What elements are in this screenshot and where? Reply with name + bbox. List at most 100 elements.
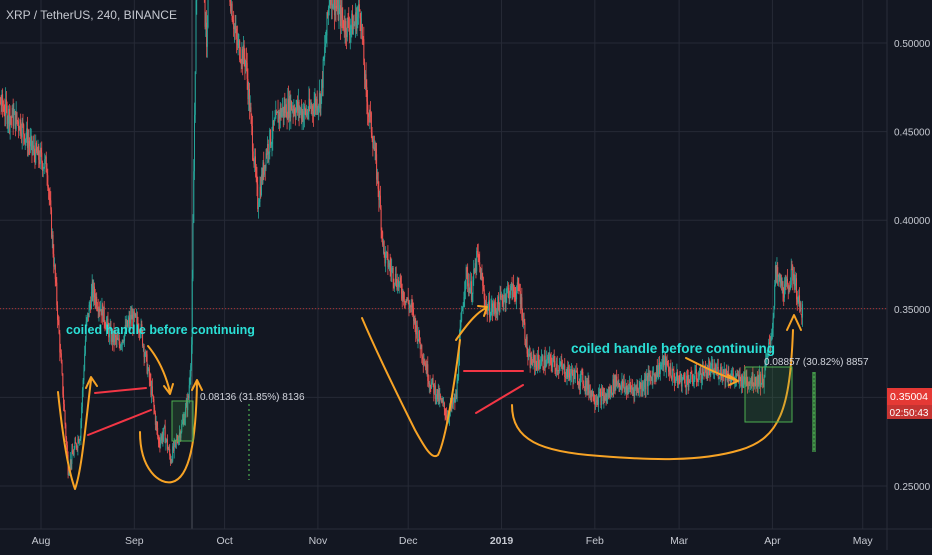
candle-body bbox=[628, 389, 629, 393]
price-tick-label: 0.50000 bbox=[894, 39, 931, 50]
candle-body bbox=[167, 439, 168, 449]
candle-body bbox=[393, 282, 394, 283]
candle-body bbox=[484, 289, 485, 298]
candle-body bbox=[36, 143, 37, 151]
candle-body bbox=[153, 399, 154, 407]
candle-body bbox=[569, 365, 570, 373]
candle-body bbox=[44, 167, 45, 168]
candle-body bbox=[250, 107, 251, 115]
price-tick-label: 0.35000 bbox=[894, 305, 931, 316]
time-tick-label: Oct bbox=[216, 535, 232, 547]
price-tick-label: 0.40000 bbox=[894, 216, 931, 227]
candle-body bbox=[347, 18, 348, 37]
candle-body bbox=[258, 206, 259, 209]
candle-body bbox=[251, 116, 252, 126]
candle-body bbox=[309, 99, 310, 108]
countdown-label: 02:50:43 bbox=[887, 405, 932, 419]
candle-body bbox=[583, 384, 584, 386]
candle-body bbox=[53, 235, 54, 254]
candle-body bbox=[699, 374, 700, 377]
candle-body bbox=[246, 61, 247, 63]
candle-body bbox=[561, 362, 562, 365]
candle-body bbox=[163, 428, 164, 436]
candle-body bbox=[399, 282, 400, 286]
candle-body bbox=[668, 366, 669, 371]
candle-body bbox=[634, 387, 635, 396]
candle-body bbox=[269, 152, 270, 154]
candle-body bbox=[463, 297, 464, 306]
candle-body bbox=[639, 387, 640, 393]
candle-body bbox=[324, 47, 325, 57]
candle-body bbox=[165, 440, 166, 443]
candle-body bbox=[478, 251, 479, 254]
candle-body bbox=[4, 108, 5, 114]
candle-body bbox=[460, 321, 461, 328]
candle-body bbox=[461, 311, 462, 321]
candle-body bbox=[359, 4, 360, 10]
candle-body bbox=[158, 436, 159, 441]
candle-body bbox=[34, 145, 35, 153]
candle-body bbox=[670, 368, 671, 377]
candle-body bbox=[440, 396, 441, 398]
candle-body bbox=[701, 379, 702, 382]
candle-body bbox=[381, 230, 382, 231]
price-tick-label: 0.45000 bbox=[894, 128, 931, 139]
candle-body bbox=[709, 366, 710, 368]
candle-body bbox=[135, 314, 136, 317]
candle-body bbox=[773, 306, 774, 318]
candle-body bbox=[317, 108, 318, 111]
candle-body bbox=[798, 297, 799, 302]
candle-body bbox=[328, 8, 329, 16]
candle-body bbox=[41, 150, 42, 153]
candle-body bbox=[394, 283, 395, 284]
candle-body bbox=[515, 292, 516, 297]
candle-body bbox=[510, 286, 511, 295]
candle-body bbox=[144, 355, 145, 356]
candle-body bbox=[32, 149, 33, 151]
candle-body bbox=[560, 365, 561, 366]
candle-body bbox=[611, 386, 612, 394]
candle-body bbox=[345, 21, 346, 34]
candle-body bbox=[694, 379, 695, 381]
candle-body bbox=[784, 284, 785, 297]
candle-body bbox=[342, 19, 343, 21]
candle-body bbox=[63, 395, 64, 404]
candle-body bbox=[81, 407, 82, 421]
candle-body bbox=[427, 364, 428, 381]
candle-body bbox=[593, 391, 594, 400]
candle-body bbox=[632, 388, 633, 390]
candle-body bbox=[524, 322, 525, 339]
candle-body bbox=[774, 285, 775, 306]
candle-body bbox=[65, 425, 66, 438]
candle-body bbox=[697, 380, 698, 381]
time-tick-label: 2019 bbox=[490, 535, 514, 547]
candle-body bbox=[430, 383, 431, 386]
candle-body bbox=[559, 366, 560, 371]
candle-body bbox=[772, 328, 773, 335]
candle-body bbox=[682, 378, 683, 380]
candle-body bbox=[323, 59, 324, 88]
candle-body bbox=[50, 198, 51, 200]
candle-body bbox=[348, 19, 349, 28]
candle-body bbox=[62, 363, 63, 374]
candle-body bbox=[65, 411, 66, 424]
candle-body bbox=[195, 71, 196, 114]
candle-body bbox=[791, 269, 792, 285]
candle-body bbox=[791, 269, 792, 270]
candle-body bbox=[513, 284, 514, 291]
candle-body bbox=[577, 372, 578, 384]
candle-body bbox=[498, 297, 499, 305]
candle-body bbox=[275, 119, 276, 120]
candle-body bbox=[545, 365, 546, 367]
candle-body bbox=[193, 171, 194, 223]
candle-body bbox=[85, 340, 86, 354]
candle-body bbox=[96, 297, 97, 308]
candle-body bbox=[194, 115, 195, 171]
candle-body bbox=[606, 397, 607, 400]
candle-body bbox=[802, 304, 803, 317]
candle-body bbox=[207, 27, 208, 47]
candle-body bbox=[80, 438, 81, 440]
candle-body bbox=[676, 379, 677, 380]
